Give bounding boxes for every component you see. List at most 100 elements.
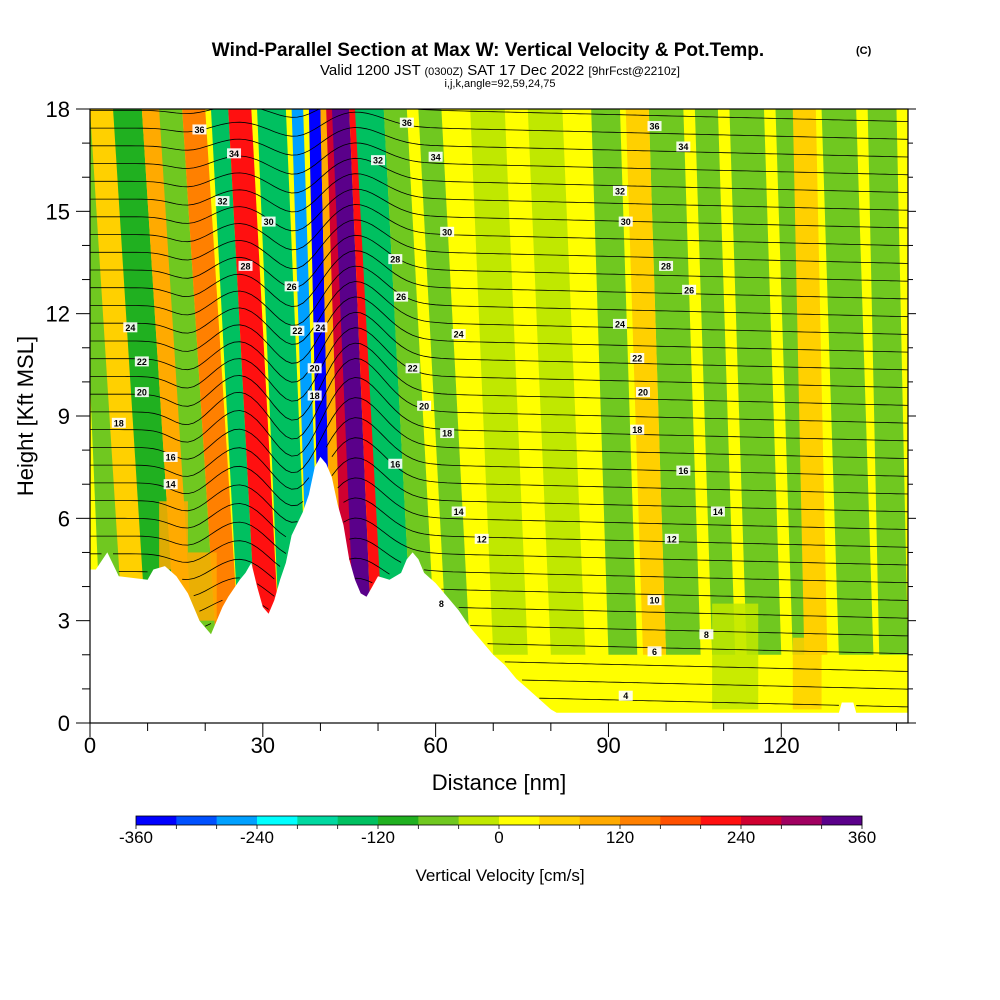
velocity-band bbox=[729, 109, 782, 655]
isentrope-line bbox=[539, 697, 908, 708]
grid-indices: i,j,k,angle=92,59,24,75 bbox=[444, 78, 555, 90]
colorbar-tick-label: 0 bbox=[494, 828, 503, 847]
isentrope-line bbox=[90, 234, 908, 289]
isentrope-line bbox=[90, 142, 908, 176]
colorbar-swatch bbox=[741, 816, 782, 825]
contour-label: 28 bbox=[238, 260, 253, 271]
velocity-patch bbox=[159, 501, 188, 570]
contour-label: 18 bbox=[440, 428, 455, 439]
isentrope-line bbox=[504, 661, 908, 672]
isentrope-line bbox=[90, 188, 908, 232]
contour-label: 26 bbox=[682, 284, 697, 295]
contour-label: 16 bbox=[676, 465, 691, 476]
svg-text:4: 4 bbox=[623, 691, 628, 701]
velocity-band bbox=[257, 109, 309, 655]
velocity-band bbox=[527, 109, 586, 655]
contour-label: 24 bbox=[313, 322, 328, 333]
contour-label: 36 bbox=[192, 124, 207, 135]
isentrope-line bbox=[90, 377, 908, 457]
svg-text:16: 16 bbox=[166, 452, 176, 462]
contour-label: 22 bbox=[405, 363, 420, 374]
chart-title: Wind-Parallel Section at Max W: Vertical… bbox=[212, 40, 764, 61]
contour-label: 10 bbox=[647, 595, 662, 606]
y-tick-label: 18 bbox=[46, 97, 70, 122]
colorbar-swatch bbox=[539, 816, 580, 825]
svg-text:36: 36 bbox=[402, 118, 412, 128]
colorbar-swatch bbox=[216, 816, 258, 825]
isentrope-line bbox=[90, 417, 908, 490]
contour-label: 26 bbox=[284, 281, 299, 292]
contour-label: 16 bbox=[163, 451, 178, 462]
contour-label: 4 bbox=[618, 690, 633, 701]
y-tick-label: 15 bbox=[46, 199, 70, 224]
isentrope-line bbox=[199, 577, 908, 619]
svg-text:32: 32 bbox=[217, 197, 227, 207]
y-tick-label: 12 bbox=[46, 302, 70, 327]
y-axis-label: Height [Kft MSL] bbox=[13, 336, 38, 496]
contour-label: 12 bbox=[474, 533, 489, 544]
isentrope-line bbox=[90, 127, 908, 158]
contour-label: 30 bbox=[261, 216, 276, 227]
velocity-band bbox=[821, 109, 874, 655]
contour-label: 34 bbox=[428, 151, 443, 162]
terrain bbox=[90, 456, 908, 723]
isentrope-line bbox=[90, 517, 908, 567]
colorbar-tick-label: 360 bbox=[848, 828, 876, 847]
svg-text:22: 22 bbox=[292, 326, 302, 336]
svg-text:22: 22 bbox=[408, 364, 418, 374]
svg-text:14: 14 bbox=[166, 480, 176, 490]
svg-text:36: 36 bbox=[194, 125, 204, 135]
svg-text:26: 26 bbox=[396, 292, 406, 302]
svg-text:18: 18 bbox=[114, 418, 124, 428]
velocity-band bbox=[591, 109, 638, 655]
contour-label: 28 bbox=[388, 254, 403, 265]
contour-label: 22 bbox=[630, 353, 645, 364]
velocity-band bbox=[159, 109, 217, 655]
contour-label: 36 bbox=[647, 121, 662, 132]
velocity-band bbox=[326, 109, 355, 655]
contour-label: 30 bbox=[618, 216, 633, 227]
contour-label: 6 bbox=[647, 646, 662, 657]
colorbar-tick-label: 240 bbox=[727, 828, 755, 847]
svg-text:14: 14 bbox=[713, 507, 723, 517]
contour-label: 14 bbox=[451, 506, 466, 517]
valid-date: SAT 17 Dec 2022 bbox=[467, 62, 584, 79]
colorbar-swatch bbox=[781, 816, 822, 825]
chart-subtitle: Valid 1200 JST (0300Z) SAT 17 Dec 2022 [… bbox=[320, 62, 680, 79]
contour-label: 18 bbox=[111, 417, 126, 428]
svg-text:22: 22 bbox=[137, 357, 147, 367]
svg-text:18: 18 bbox=[310, 391, 320, 401]
colorbar: -360 -240 -120 0 120 240 360 bbox=[119, 815, 876, 847]
svg-text:12: 12 bbox=[667, 534, 677, 544]
x-tick-label: 120 bbox=[763, 733, 800, 758]
isentrope-line bbox=[90, 250, 908, 307]
isentrope-line bbox=[90, 327, 908, 402]
contour-label: 32 bbox=[612, 185, 627, 196]
contour-label: 8 bbox=[699, 629, 714, 640]
colorbar-swatch bbox=[418, 816, 459, 825]
colorbar-swatch bbox=[620, 816, 661, 825]
isentrope-line bbox=[90, 437, 908, 507]
contour-label: 26 bbox=[394, 291, 409, 302]
contour-label: 24 bbox=[612, 318, 627, 329]
isentrope-line bbox=[90, 342, 908, 421]
isentrope-line bbox=[90, 358, 908, 440]
svg-text:34: 34 bbox=[678, 142, 688, 152]
x-tick-label: 60 bbox=[423, 733, 447, 758]
contour-labels: 36 36 36 34 34 34 32 32 32 30 30 30 28 28 28 26 26 26 24 24… bbox=[111, 117, 725, 701]
isentrope-line bbox=[118, 537, 908, 584]
colorbar-swatch bbox=[136, 816, 177, 825]
velocity-band bbox=[210, 109, 258, 655]
svg-text:8: 8 bbox=[704, 630, 709, 640]
colorbar-swatch bbox=[378, 816, 419, 825]
svg-text:20: 20 bbox=[638, 388, 648, 398]
svg-text:16: 16 bbox=[678, 466, 688, 476]
svg-text:20: 20 bbox=[137, 388, 147, 398]
x-axis: 0 30 60 90 120 bbox=[84, 723, 897, 758]
contour-label: 32 bbox=[215, 196, 230, 207]
velocity-patch bbox=[792, 637, 822, 710]
colorbar-tick-label: 120 bbox=[606, 828, 634, 847]
svg-text:18: 18 bbox=[632, 425, 642, 435]
contour-label: 24 bbox=[123, 322, 138, 333]
contour-label: 20 bbox=[417, 400, 432, 411]
